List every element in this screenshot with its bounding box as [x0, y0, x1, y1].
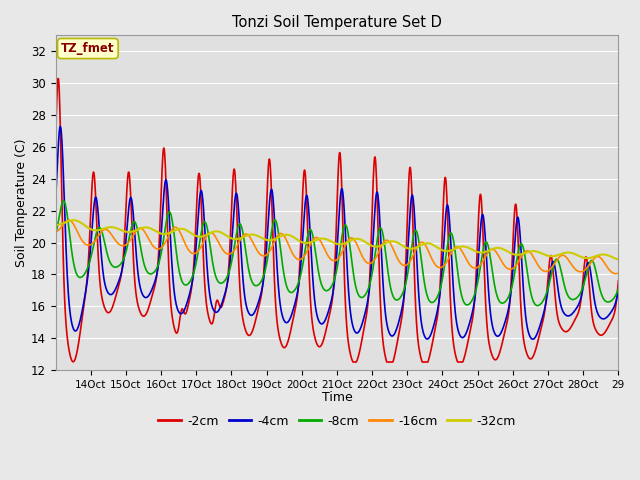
Title: Tonzi Soil Temperature Set D: Tonzi Soil Temperature Set D: [232, 15, 442, 30]
X-axis label: Time: Time: [321, 391, 352, 404]
Legend: -2cm, -4cm, -8cm, -16cm, -32cm: -2cm, -4cm, -8cm, -16cm, -32cm: [154, 410, 520, 432]
Text: TZ_fmet: TZ_fmet: [61, 42, 115, 55]
Y-axis label: Soil Temperature (C): Soil Temperature (C): [15, 138, 28, 267]
